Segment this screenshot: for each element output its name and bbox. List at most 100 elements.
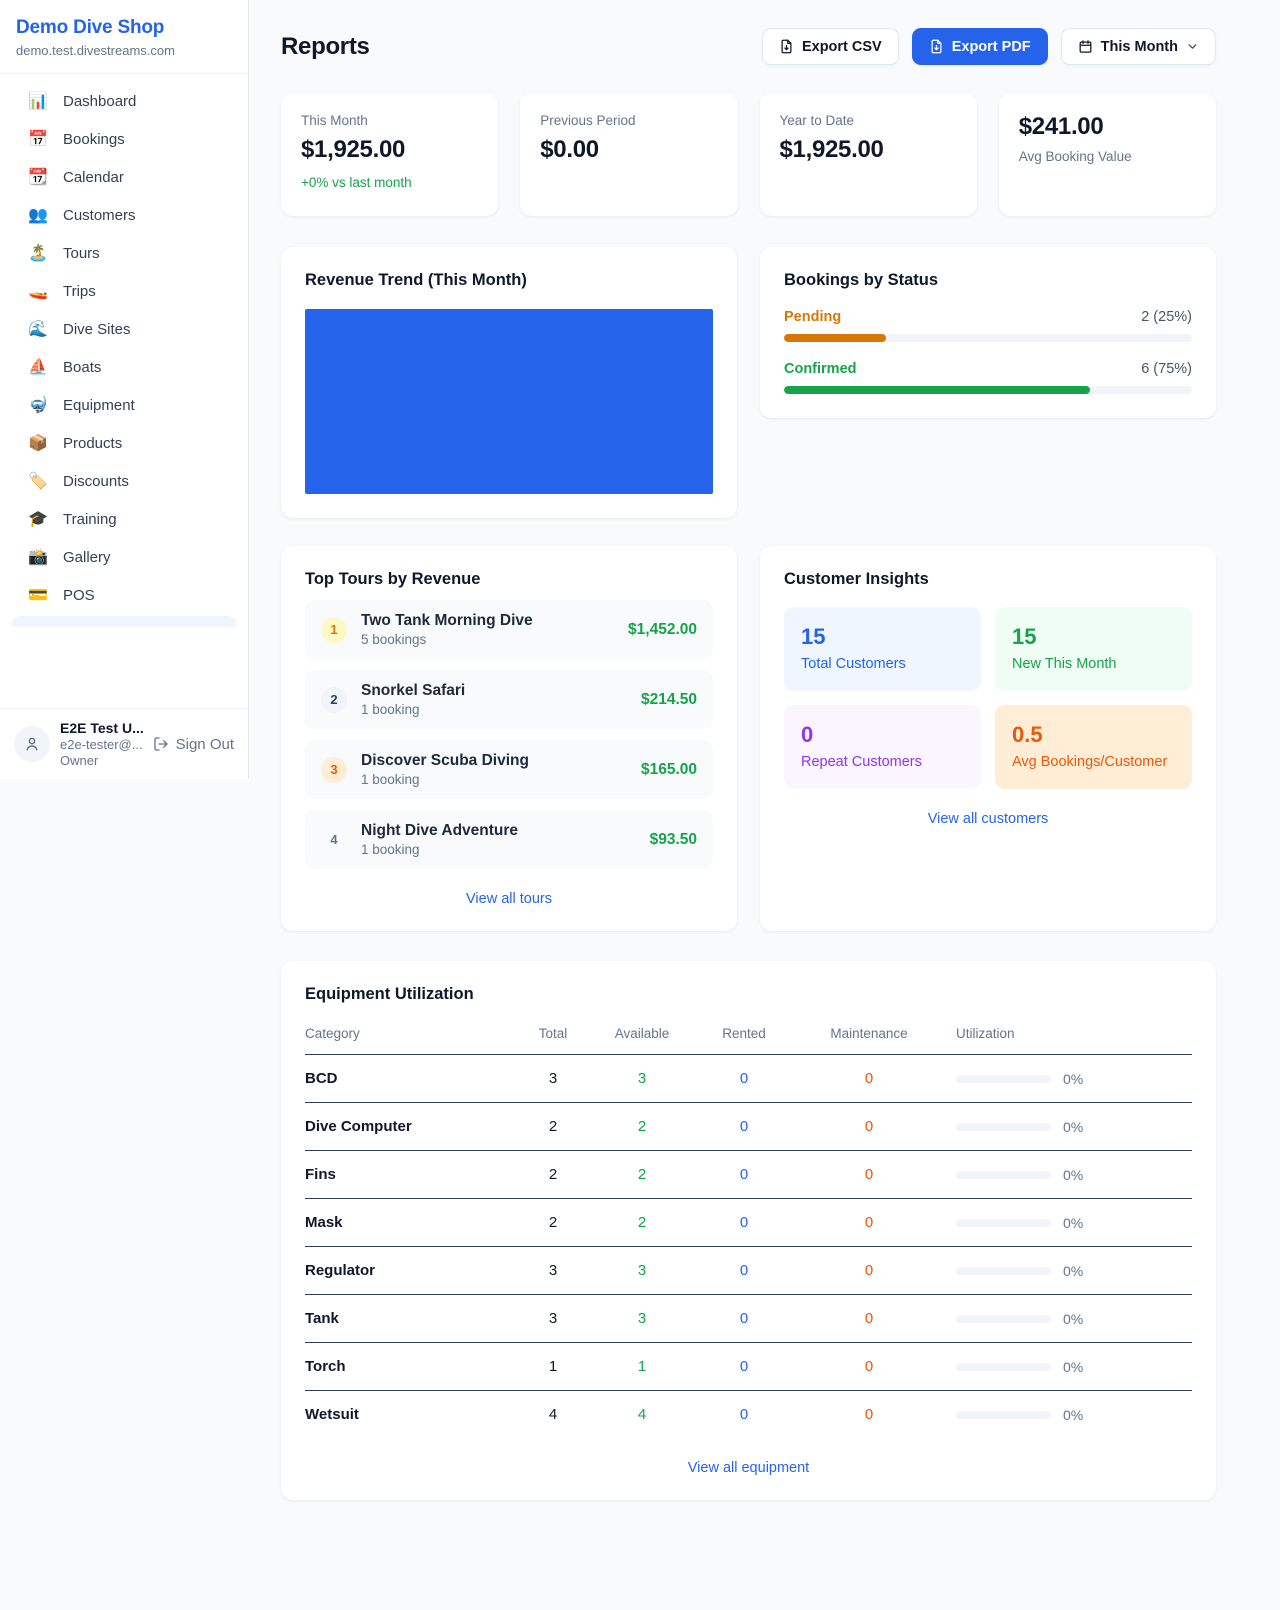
utilization-bar-track — [956, 1218, 1051, 1227]
cell-maintenance: 0 — [864, 1166, 874, 1183]
cell-rented: 0 — [739, 1358, 749, 1375]
island-icon: 🏝️ — [28, 244, 48, 262]
tour-revenue: $1,452.00 — [628, 620, 697, 638]
insights-grid: 15 Total Customers 15 New This Month 0 R… — [784, 607, 1192, 789]
cell-maintenance: 0 — [864, 1262, 874, 1279]
rank-badge: 2 — [321, 686, 347, 713]
tear-calendar-icon: 📆 — [28, 168, 48, 186]
user-name: E2E Test U... — [60, 720, 144, 736]
utilization-bar-track — [956, 1170, 1051, 1179]
sidebar-item-gallery[interactable]: 📸 Gallery — [12, 540, 236, 575]
sidebar-item-products[interactable]: 📦 Products — [12, 426, 236, 461]
utilization-percent: 0% — [1063, 1214, 1084, 1231]
sidebar-item-dive-sites[interactable]: 🌊 Dive Sites — [12, 312, 236, 347]
cell-total: 3 — [548, 1310, 558, 1327]
insight-repeat-customers: 0 Repeat Customers — [784, 705, 981, 789]
revenue-trend-card: Revenue Trend (This Month) — [281, 247, 737, 518]
calendar-icon — [1079, 40, 1092, 53]
cell-available: 1 — [637, 1358, 647, 1375]
sidebar-item-label: Training — [63, 511, 117, 528]
column-header-rented: Rented — [722, 1026, 766, 1041]
sidebar-item-bookings[interactable]: 📅 Bookings — [12, 122, 236, 157]
status-bar-track — [784, 334, 1192, 342]
utilization-percent: 0% — [1063, 1358, 1084, 1375]
sidebar-item-dashboard[interactable]: 📊 Dashboard — [12, 84, 236, 119]
sidebar-item-equipment[interactable]: 🤿 Equipment — [12, 388, 236, 423]
view-all-tours-link[interactable]: View all tours — [466, 891, 552, 907]
customer-insights-card: Customer Insights 15 Total Customers 15 … — [760, 546, 1216, 931]
cell-utilization: 0% — [933, 1215, 1192, 1231]
brand-name: Demo Dive Shop — [16, 17, 165, 38]
tour-row: 1 Two Tank Morning Dive 5 bookings $1,452… — [305, 600, 713, 659]
column-header-category: Category — [305, 1026, 360, 1041]
stat-card-year-to-date: Year to Date $1,925.00 — [759, 93, 977, 216]
sidebar-item-customers[interactable]: 👥 Customers — [12, 198, 236, 233]
package-icon: 📦 — [28, 434, 48, 452]
cell-available: 2 — [637, 1214, 647, 1231]
view-all-customers-link[interactable]: View all customers — [927, 811, 1049, 827]
bookings-by-status-title: Bookings by Status — [784, 271, 939, 289]
sidebar-item-pos[interactable]: 💳 POS — [12, 578, 236, 613]
sidebar-item-label: Dive Sites — [63, 321, 131, 338]
sidebar-item-calendar[interactable]: 📆 Calendar — [12, 160, 236, 195]
sign-out-icon — [153, 737, 168, 751]
utilization-bar-track — [956, 1074, 1051, 1083]
sidebar-item-trips[interactable]: 🚤 Trips — [12, 274, 236, 309]
mid-row: Top Tours by Revenue 1 Two Tank Morning … — [281, 546, 1216, 931]
sidebar-item-training[interactable]: 🎓 Training — [12, 502, 236, 537]
sidebar-nav: 📊 Dashboard 📅 Bookings 📆 Calendar 👥 Customer… — [0, 74, 248, 627]
sidebar-item-active-partial[interactable] — [12, 616, 236, 627]
period-dropdown[interactable]: This Month — [1060, 28, 1216, 65]
utilization-bar-track — [956, 1122, 1051, 1131]
insight-value: 15 — [1012, 624, 1037, 649]
cell-utilization: 0% — [933, 1263, 1192, 1279]
sidebar-item-label: Dashboard — [63, 93, 137, 110]
sign-out-label: Sign Out — [175, 735, 234, 753]
sidebar-item-label: Tours — [63, 245, 100, 262]
top-tours-title: Top Tours by Revenue — [305, 570, 481, 588]
cell-total: 3 — [548, 1262, 558, 1279]
wave-icon: 🌊 — [28, 320, 48, 338]
page-header: Reports Export CSV Export PDF This Month — [281, 28, 1216, 65]
insight-label: New This Month — [1012, 656, 1117, 672]
status-bar-fill — [784, 334, 886, 342]
status-value: 2 (25%) — [1141, 309, 1192, 325]
sidebar-item-label: Discounts — [63, 473, 129, 490]
user-footer: E2E Test U... e2e-tester@... Owner Sign … — [0, 708, 248, 779]
insight-total-customers: 15 Total Customers — [784, 607, 981, 691]
cell-category: Regulator — [305, 1262, 376, 1279]
sidebar-item-discounts[interactable]: 🏷️ Discounts — [12, 464, 236, 499]
page-title: Reports — [281, 32, 370, 60]
cell-available: 3 — [637, 1310, 647, 1327]
view-all-equipment-link[interactable]: View all equipment — [687, 1460, 810, 1476]
sidebar-item-tours[interactable]: 🏝️ Tours — [12, 236, 236, 271]
cell-maintenance: 0 — [864, 1358, 874, 1375]
user-role: Owner — [60, 753, 99, 768]
bar-chart-icon: 📊 — [28, 92, 48, 110]
people-icon: 👥 — [28, 206, 48, 224]
charts-row: Revenue Trend (This Month) Bookings by S… — [281, 247, 1216, 518]
export-pdf-button[interactable]: Export PDF — [911, 28, 1048, 65]
stats-row: This Month $1,925.00 +0% vs last month P… — [281, 93, 1216, 216]
cell-category: Tank — [305, 1310, 339, 1327]
insight-label: Total Customers — [801, 656, 906, 672]
cell-rented: 0 — [739, 1118, 749, 1135]
table-row: Wetsuit 4 4 0 0 0% — [305, 1391, 1192, 1438]
cell-category: BCD — [305, 1070, 338, 1087]
tour-row: 3 Discover Scuba Diving 1 booking $165.00 — [305, 740, 713, 799]
cell-total: 2 — [548, 1166, 558, 1183]
cell-utilization: 0% — [933, 1359, 1192, 1375]
cell-category: Mask — [305, 1214, 343, 1231]
stat-value: $1,925.00 — [301, 136, 406, 163]
sign-out-button[interactable]: Sign Out — [153, 736, 234, 753]
sidebar-item-boats[interactable]: ⛵ Boats — [12, 350, 236, 385]
tour-name: Snorkel Safari — [361, 682, 466, 699]
table-row: Torch 1 1 0 0 0% — [305, 1343, 1192, 1391]
export-csv-button[interactable]: Export CSV — [761, 28, 899, 65]
camera-icon: 📸 — [28, 548, 48, 566]
table-row: BCD 3 3 0 0 0% — [305, 1055, 1192, 1103]
stat-value: $1,925.00 — [779, 136, 884, 163]
tour-revenue: $214.50 — [640, 690, 697, 708]
utilization-bar-track — [956, 1314, 1051, 1323]
user-meta: E2E Test U... e2e-tester@... Owner — [60, 720, 144, 768]
